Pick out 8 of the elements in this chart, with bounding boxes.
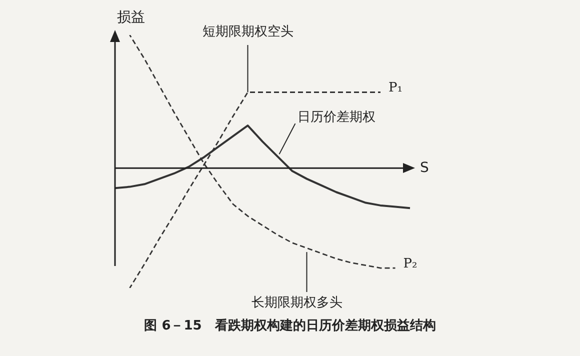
text: 日历价差期权 bbox=[297, 110, 376, 125]
text: 图 6－15 看跌期权构建的日历价差期权损益结构 bbox=[144, 317, 436, 334]
annotation: P₂ bbox=[403, 256, 418, 272]
annotation: P₁ bbox=[388, 80, 402, 96]
y-axis-title: 损益 bbox=[117, 10, 145, 26]
text: 短期限期权空头 bbox=[202, 24, 294, 40]
x-axis-title: S bbox=[420, 160, 429, 176]
text: 长期限期权多头 bbox=[251, 295, 342, 310]
